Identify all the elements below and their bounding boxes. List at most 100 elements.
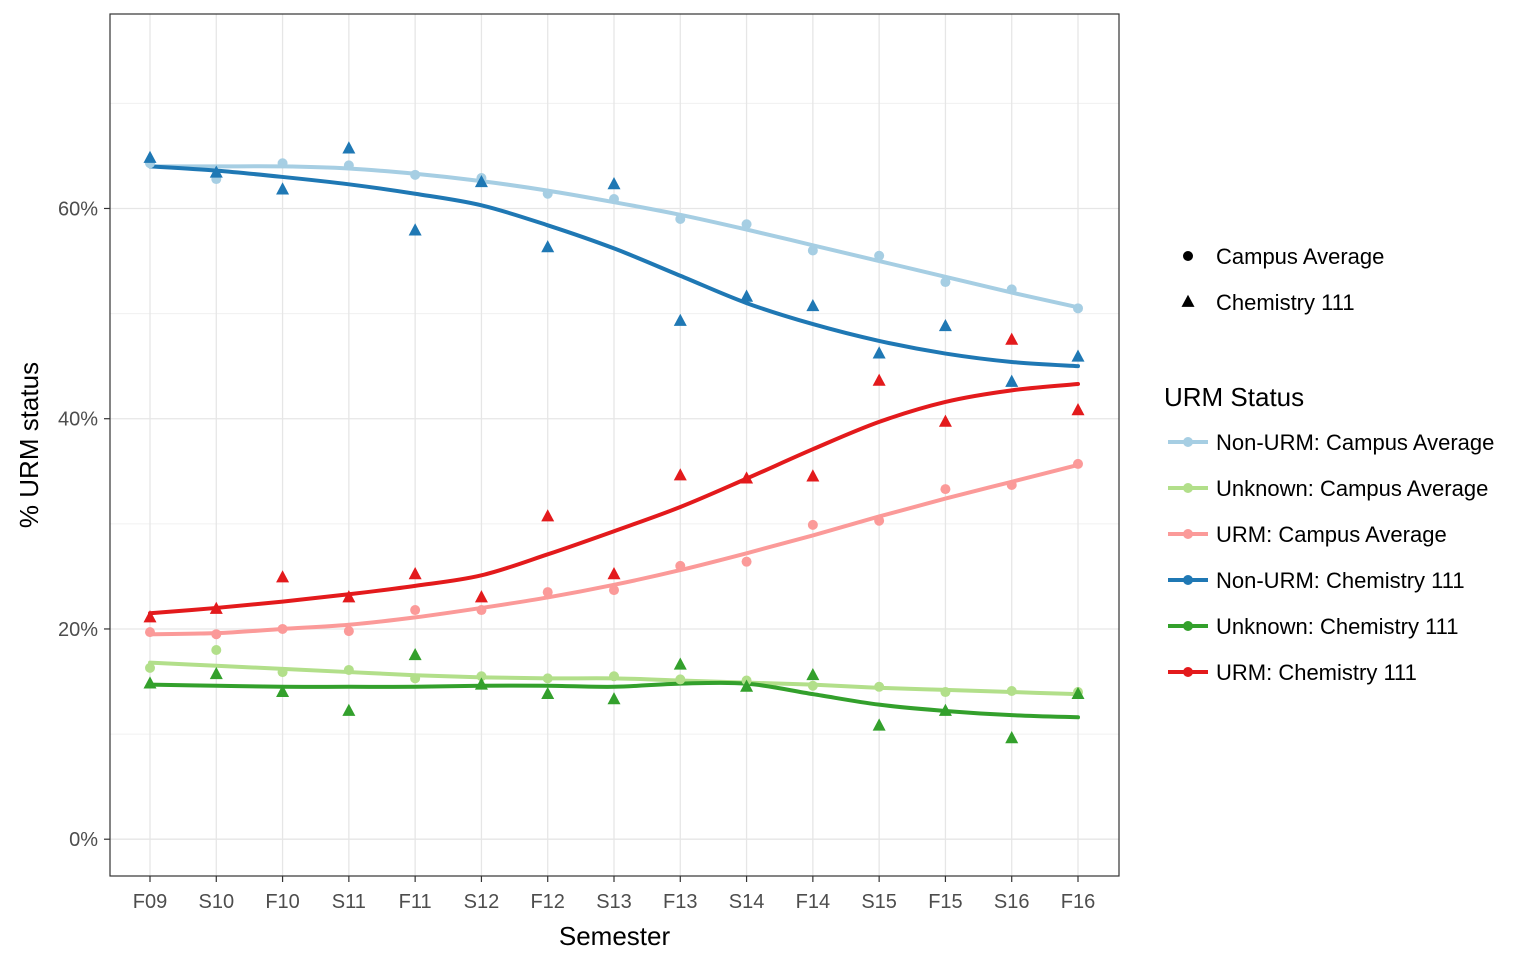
legend-label: URM: Chemistry 111	[1216, 660, 1417, 685]
trend-line	[148, 164, 1080, 369]
data-point	[410, 673, 421, 684]
x-tick-label: F09	[133, 891, 167, 913]
x-axis: F09 S10 F10 S11 F11 S12 F12 S13 F13 S14 F14 S15 F15 S…	[133, 876, 1095, 913]
data-points	[143, 141, 1085, 744]
data-point	[741, 219, 752, 230]
y-axis: 0% 20% 40% 60%	[58, 198, 110, 851]
data-point	[277, 158, 288, 169]
x-tick-label: S16	[994, 891, 1030, 913]
data-point	[277, 623, 288, 634]
data-point	[1071, 686, 1085, 700]
x-tick-label: S14	[729, 891, 765, 913]
x-tick-label: F11	[399, 891, 432, 913]
data-point	[609, 671, 619, 682]
data-point	[474, 590, 488, 603]
x-tick-label: S10	[198, 891, 234, 913]
legend-key-point	[1183, 437, 1193, 447]
x-axis-title: Semester	[559, 921, 671, 951]
legend-key	[1181, 294, 1195, 307]
data-point	[476, 605, 487, 616]
data-point	[675, 213, 686, 224]
data-point	[740, 471, 754, 484]
data-point	[342, 703, 356, 716]
data-point	[675, 560, 686, 571]
data-point	[1006, 284, 1017, 295]
data-point	[211, 629, 222, 640]
data-point	[209, 601, 223, 614]
data-point	[740, 289, 754, 302]
data-point	[607, 177, 621, 190]
data-point	[276, 570, 290, 583]
data-point	[408, 223, 422, 236]
data-point	[1071, 403, 1085, 416]
data-point	[807, 680, 818, 691]
data-point	[541, 509, 555, 522]
data-point	[474, 677, 488, 690]
x-tick-label: F14	[796, 891, 830, 913]
data-point	[145, 662, 155, 673]
data-point	[145, 627, 155, 638]
data-point	[806, 667, 820, 681]
x-tick-label: F12	[530, 891, 564, 913]
data-point	[1005, 731, 1019, 744]
data-point	[276, 182, 290, 195]
data-point	[807, 519, 818, 530]
data-point	[408, 567, 422, 580]
data-point	[609, 585, 619, 596]
data-point	[607, 567, 621, 580]
data-point	[874, 515, 885, 526]
plot-panel	[109, 13, 1120, 877]
legend-label: Non-URM: Chemistry 111	[1216, 568, 1465, 593]
legend-key-point	[1183, 621, 1193, 631]
color-legend-title: URM Status	[1164, 382, 1304, 412]
data-point	[938, 318, 952, 332]
x-tick-label: F15	[928, 891, 962, 913]
x-tick-label: F13	[663, 891, 697, 913]
shape-legend: Campus Average Chemistry 111	[1181, 244, 1384, 315]
data-point	[542, 188, 553, 199]
x-tick-label: S15	[861, 891, 897, 913]
data-point	[343, 664, 354, 675]
color-legend: URM Status Non-URM: Campus Average Unknow…	[1164, 382, 1494, 685]
data-point	[542, 587, 553, 598]
trend-line	[148, 462, 1080, 637]
data-point	[807, 245, 818, 256]
data-point	[343, 160, 354, 171]
legend-label: Campus Average	[1216, 244, 1384, 269]
data-point	[410, 605, 421, 616]
y-tick-label: 20%	[58, 619, 98, 641]
data-point	[276, 684, 290, 697]
data-point	[741, 556, 752, 567]
data-point	[938, 414, 952, 427]
data-point	[740, 679, 754, 692]
x-tick-label: F16	[1061, 891, 1095, 913]
y-tick-label: 0%	[69, 829, 98, 851]
data-point	[277, 667, 288, 678]
data-point	[607, 692, 621, 705]
data-point	[872, 373, 886, 386]
data-point	[209, 165, 223, 178]
data-point	[940, 484, 951, 495]
legend-label: Unknown: Chemistry 111	[1216, 614, 1459, 639]
legend-key-point	[1183, 529, 1193, 539]
data-point	[1073, 303, 1083, 314]
data-point	[342, 141, 356, 154]
legend-key-point	[1183, 575, 1193, 585]
data-point	[143, 610, 157, 623]
trend-line	[148, 382, 1080, 616]
data-point	[209, 666, 223, 680]
x-tick-label: S11	[332, 891, 366, 913]
data-point	[874, 250, 885, 261]
data-point	[1073, 458, 1083, 469]
data-point	[143, 150, 157, 163]
legend-label: URM: Campus Average	[1216, 522, 1447, 547]
data-point	[541, 240, 555, 253]
data-point	[938, 703, 952, 716]
data-point	[675, 674, 686, 685]
data-point	[476, 671, 487, 682]
data-point	[211, 644, 222, 655]
legend-key	[1183, 251, 1193, 261]
data-point	[874, 681, 885, 692]
data-point	[1071, 349, 1085, 362]
